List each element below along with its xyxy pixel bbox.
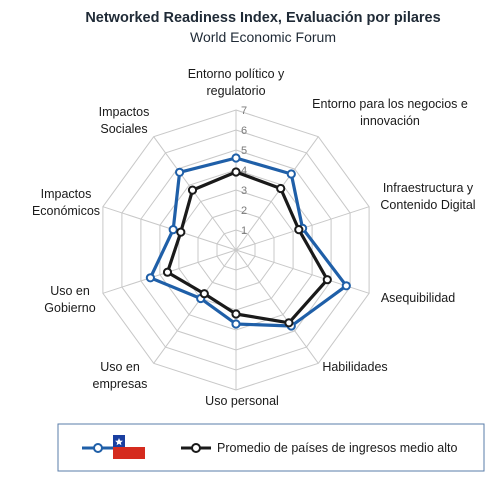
data-point-s2-9: [176, 227, 186, 237]
category-label-7: Uso en empresas: [93, 360, 148, 391]
chile-flag-icon: [113, 435, 145, 459]
category-label-1-line-2: regulatorio: [206, 84, 265, 98]
category-label-5-line-1: Habilidades: [322, 360, 387, 374]
data-point-s2-3: [294, 225, 304, 235]
category-label-8-line-1: Uso en: [50, 284, 90, 298]
data-point-s2-4: [322, 275, 332, 285]
flag-star: [115, 438, 123, 446]
data-point-s1-4: [341, 281, 351, 291]
series-2: [162, 167, 332, 328]
category-label-3-line-1: Infraestructura y: [383, 181, 474, 195]
legend: Promedio de países de ingresos medio alt…: [57, 423, 485, 472]
grid-spoke-5: [235, 249, 319, 364]
category-label-8-line-2: Gobierno: [44, 301, 95, 315]
chart-subtitle: World Economic Forum: [190, 29, 336, 45]
category-label-8: Uso en Gobierno: [44, 284, 95, 315]
data-point-s1-8: [145, 273, 155, 283]
series-line-2: [165, 170, 329, 325]
chart-title: Networked Readiness Index, Evaluación po…: [85, 10, 440, 26]
category-label-10-line-1: Impactos: [99, 105, 150, 119]
category-label-6: Uso personal: [205, 394, 279, 408]
data-point-s2-5: [284, 318, 294, 328]
category-label-9: Impactos Económicos: [32, 187, 100, 218]
legend-marker-series-2: [191, 443, 201, 453]
category-label-9-line-1: Impactos: [41, 187, 92, 201]
radar-series: [145, 153, 351, 331]
grid-spoke-7: [153, 249, 237, 364]
category-label-1-line-1: Entorno político y: [188, 67, 285, 81]
category-label-10-line-2: Sociales: [100, 122, 147, 136]
category-label-3-line-2: Contenido Digital: [380, 198, 475, 212]
data-point-s2-8: [162, 267, 173, 277]
category-label-9-line-2: Económicos: [32, 204, 100, 218]
category-label-2-line-1: Entorno para los negocios e: [312, 97, 468, 111]
data-point-s1-9: [168, 225, 178, 235]
grid-spoke-2: [235, 136, 319, 251]
data-point-s2-1: [231, 167, 241, 177]
category-label-2: Entorno para los negocios e innovación: [312, 97, 468, 128]
radar-grid: [102, 109, 370, 391]
tick-label-4: 4: [241, 165, 247, 177]
tick-label-6: 6: [241, 125, 247, 137]
category-label-6-line-1: Uso personal: [205, 394, 279, 408]
tick-label-7: 7: [241, 105, 247, 117]
data-point-s1-6: [231, 319, 241, 329]
category-labels: Entorno político y regulatorio Entorno par…: [32, 67, 476, 408]
category-label-5: Habilidades: [322, 360, 387, 374]
radial-axis-ticks: 1 2 3 4 5 6 7: [241, 105, 247, 237]
flag-red-band: [113, 447, 145, 459]
category-label-7-line-2: empresas: [93, 377, 148, 391]
data-point-s2-2: [276, 183, 286, 194]
category-label-4: Asequibilidad: [381, 291, 455, 305]
tick-label-2: 2: [241, 205, 247, 217]
legend-label-series-2: Promedio de países de ingresos medio alt…: [217, 441, 457, 455]
data-point-s1-1: [231, 153, 241, 163]
category-label-10: Impactos Sociales: [99, 105, 150, 136]
legend-marker-series-1: [93, 443, 103, 453]
tick-label-1: 1: [241, 225, 247, 237]
category-label-2-line-2: innovación: [360, 114, 420, 128]
data-point-s2-10: [187, 185, 198, 195]
legend-item-series-2: Promedio de países de ingresos medio alt…: [181, 441, 457, 455]
tick-label-3: 3: [241, 185, 247, 197]
category-label-7-line-1: Uso en: [100, 360, 140, 374]
category-label-4-line-1: Asequibilidad: [381, 291, 455, 305]
legend-item-series-1: [82, 435, 145, 459]
tick-label-5: 5: [241, 145, 247, 157]
data-point-s2-7: [199, 289, 209, 299]
data-point-s1-10: [175, 167, 185, 177]
category-label-3: Infraestructura y Contenido Digital: [380, 181, 475, 212]
data-point-s1-2: [286, 169, 296, 179]
data-point-s2-6: [231, 309, 241, 319]
category-label-1: Entorno político y regulatorio: [188, 67, 285, 98]
